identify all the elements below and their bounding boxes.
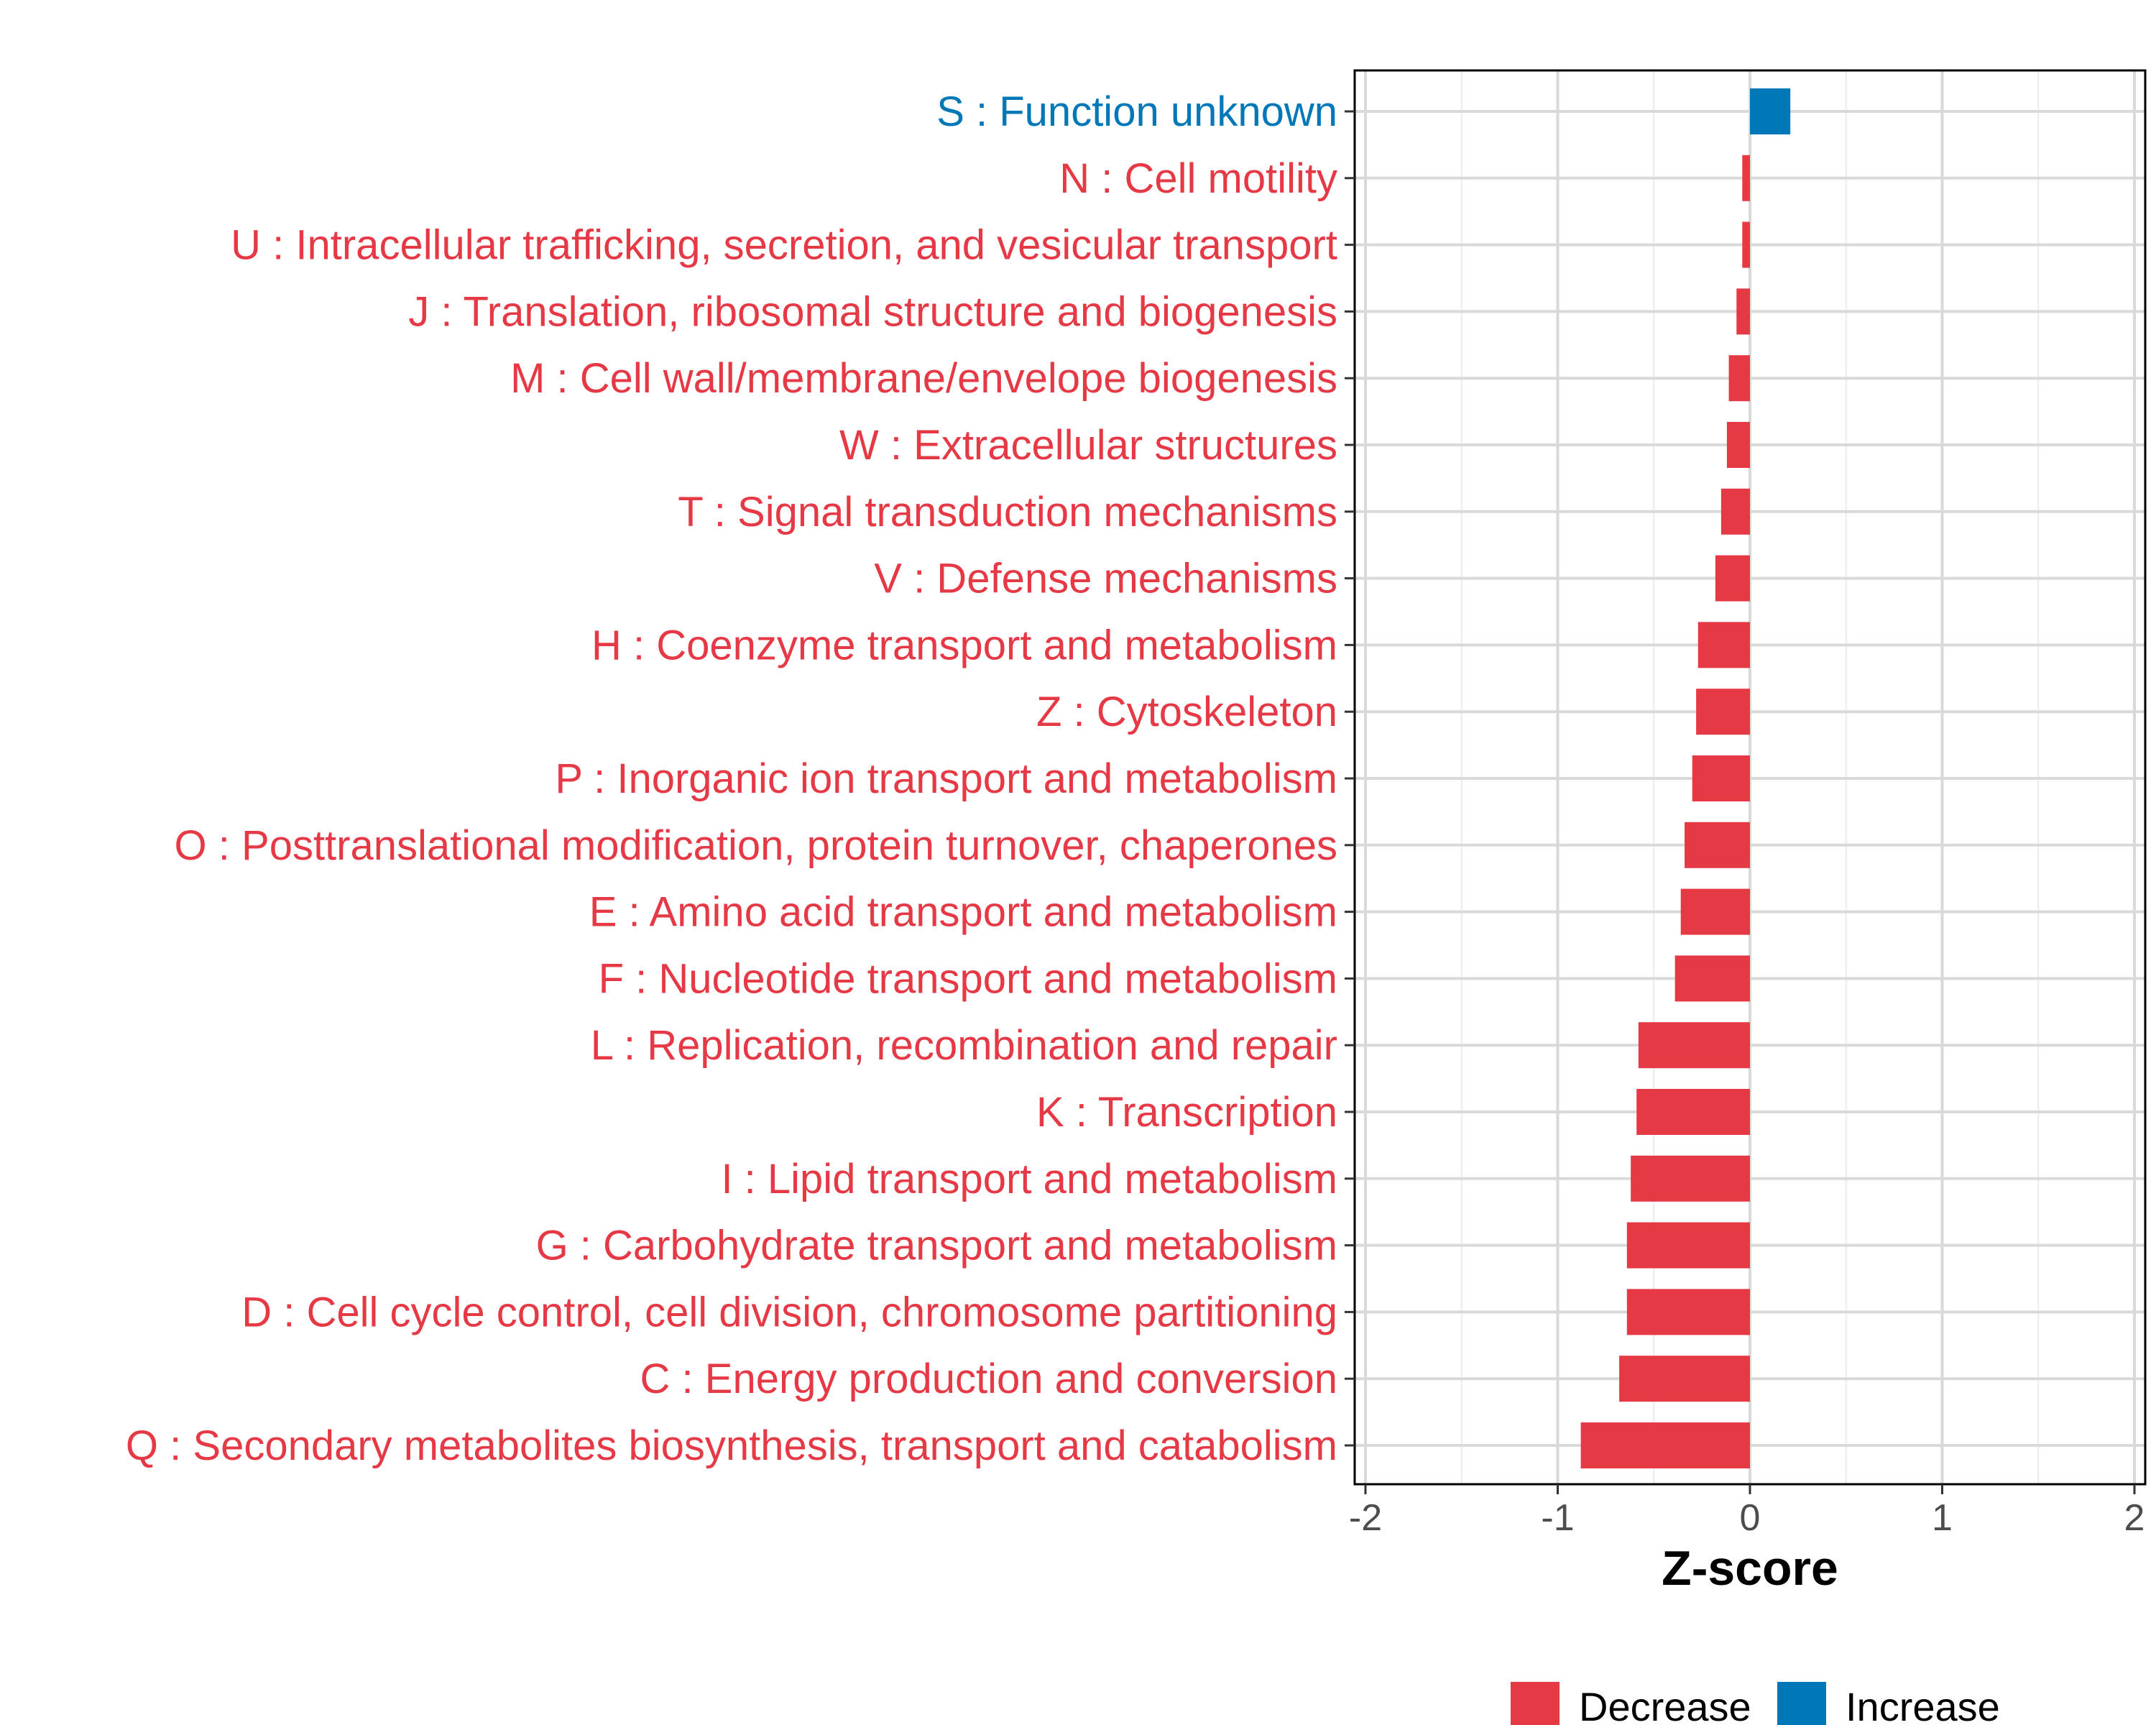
x-axis: -2 -1 0 1 2 [1349, 1484, 2145, 1539]
legend: Decrease Increase [1511, 1682, 2000, 1725]
y-tick-label: I : Lipid transport and metabolism [721, 1156, 1337, 1202]
y-tick-label: D : Cell cycle control, cell division, c… [241, 1289, 1337, 1335]
bar [1680, 888, 1750, 935]
bar [1728, 355, 1750, 402]
legend-swatch [1777, 1682, 1826, 1725]
bar [1697, 622, 1750, 668]
bar [1736, 288, 1750, 335]
y-tick-label: S : Function unknown [936, 88, 1337, 135]
bar [1692, 755, 1750, 801]
y-tick-label: N : Cell motility [1059, 155, 1337, 202]
bar [1742, 155, 1750, 201]
y-tick-label: W : Extracellular structures [839, 422, 1337, 469]
bar [1674, 955, 1750, 1002]
y-tick-label: J : Translation, ribosomal structure and… [408, 288, 1337, 335]
x-axis-title: Z-score [1662, 1541, 1838, 1596]
bar [1638, 1022, 1750, 1069]
bar [1696, 689, 1750, 735]
y-tick-label: V : Defense mechanisms [874, 556, 1337, 602]
bar [1626, 1222, 1750, 1269]
y-tick-label: O : Posttranslational modification, prot… [175, 822, 1337, 869]
bar [1631, 1155, 1750, 1202]
y-tick-label: H : Coenzyme transport and metabolism [591, 622, 1337, 668]
y-tick-label: T : Signal transduction mechanisms [678, 489, 1337, 535]
y-tick-label: L : Replication, recombination and repai… [591, 1022, 1337, 1069]
x-tick-label: 2 [2124, 1497, 2145, 1539]
y-tick-label: E : Amino acid transport and metabolism [589, 889, 1337, 936]
bar [1726, 422, 1750, 468]
y-tick-label: K : Transcription [1036, 1089, 1337, 1136]
y-tick-label: M : Cell wall/membrane/envelope biogenes… [510, 355, 1337, 402]
legend-swatch [1511, 1682, 1560, 1725]
y-tick-label: U : Intracellular trafficking, secretion… [231, 222, 1337, 269]
y-tick-label: Z : Cytoskeleton [1036, 689, 1337, 735]
bar [1636, 1089, 1750, 1135]
bars [1580, 88, 1791, 1468]
bar [1750, 88, 1791, 134]
y-tick-label: C : Energy production and conversion [640, 1356, 1337, 1402]
y-tick-label: Q : Secondary metabolites biosynthesis, … [126, 1422, 1337, 1469]
bar [1619, 1356, 1750, 1402]
y-tick-label: G : Carbohydrate transport and metabolis… [536, 1223, 1337, 1269]
legend-label: Decrease [1579, 1684, 1751, 1725]
bar [1715, 555, 1750, 602]
bar [1742, 221, 1750, 268]
x-tick-label: 1 [1932, 1497, 1953, 1539]
y-tick-label: P : Inorganic ion transport and metaboli… [555, 755, 1337, 802]
bar [1720, 488, 1750, 535]
x-tick-label: -1 [1541, 1497, 1574, 1539]
legend-label: Increase [1846, 1684, 2000, 1725]
bar [1685, 822, 1750, 868]
y-tick-label: F : Nucleotide transport and metabolism [599, 955, 1337, 1002]
bar [1580, 1422, 1750, 1468]
x-tick-label: -2 [1349, 1497, 1382, 1539]
y-axis: S : Function unknown N : Cell motility U :… [126, 88, 1355, 1469]
bar [1626, 1289, 1750, 1335]
x-tick-label: 0 [1740, 1497, 1761, 1539]
